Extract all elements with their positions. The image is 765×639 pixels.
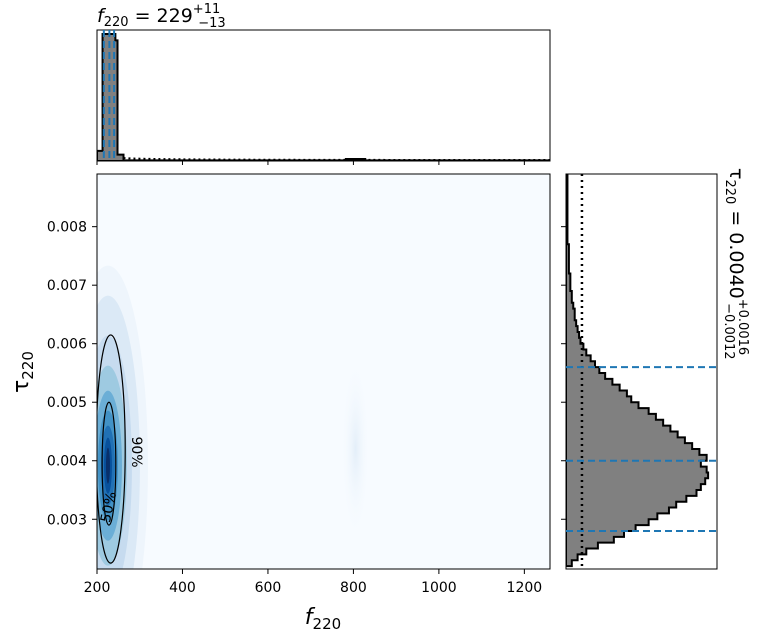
x-tick-label-800: 800	[340, 580, 367, 596]
x-tick-label-200: 200	[84, 580, 111, 596]
x-tick-label-400: 400	[169, 580, 196, 596]
density-secondary-mode	[341, 359, 370, 540]
tau220-histogram	[566, 174, 710, 568]
y-tick-label-2: 0.005	[47, 395, 87, 411]
f220-marginal-panel: f220 = 229+11 −13	[96, 2, 551, 162]
y-axis-label: τ220	[9, 351, 37, 393]
joint-background	[97, 174, 550, 569]
x-tick-label-1200: 1200	[507, 580, 543, 596]
joint-frame	[96, 173, 551, 570]
f220-marginal-frame	[96, 29, 551, 162]
contour-label-90: 90%	[128, 436, 144, 467]
x-axis-label: f220	[305, 605, 341, 633]
y-tick-label-4: 0.007	[47, 278, 87, 294]
f220-prior	[123, 157, 550, 161]
y-tick-label-0: 0.003	[47, 512, 87, 528]
f220-title: f220 = 229+11 −13	[97, 2, 226, 31]
x-tick-label-1000: 1000	[421, 580, 457, 596]
x-tick-label-600: 600	[255, 580, 282, 596]
joint-panel: 50% 90% 200 400 600 800 1000 1200 0.003 0.004 0.…	[9, 161, 551, 633]
density-layer-8	[105, 447, 110, 484]
y-tick-label-3: 0.006	[47, 337, 87, 353]
contour-label-50: 50%	[98, 490, 120, 524]
f220-histogram	[97, 33, 550, 161]
y-tick-label-1: 0.004	[47, 454, 87, 470]
tau220-title: τ220 = 0.0040+0.0016−0.0012	[721, 168, 750, 360]
contour-50	[101, 401, 117, 526]
tau220-marginal-panel: τ220 = 0.0040+0.0016−0.0012	[561, 168, 750, 570]
contour-90	[97, 334, 126, 564]
y-tick-label-5: 0.008	[47, 220, 87, 236]
